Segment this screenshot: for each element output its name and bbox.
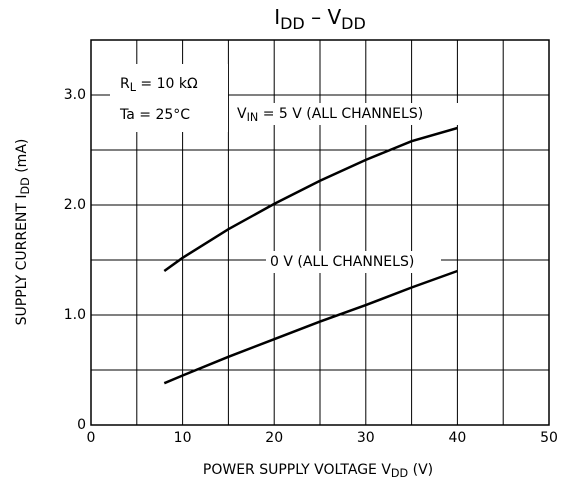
chart-title-part: – V bbox=[305, 5, 342, 29]
series-label-part: 0 V (ALL CHANNELS) bbox=[270, 254, 414, 270]
series-line bbox=[163, 269, 458, 385]
x-axis-label-part: POWER SUPPLY VOLTAGE V bbox=[203, 462, 391, 478]
chart-title: IDD – VDD bbox=[274, 5, 366, 33]
annotation-part: L bbox=[130, 81, 137, 94]
annotation-part: R bbox=[120, 76, 130, 92]
y-axis-label-part: (mA) bbox=[14, 139, 30, 178]
y-axis-label-part: SUPPLY CURRENT I bbox=[14, 194, 30, 325]
annotation: Ta = 25°C bbox=[119, 107, 190, 123]
y-tick-label: 0 bbox=[77, 417, 86, 433]
annotation-part: = 10 kΩ bbox=[136, 76, 198, 92]
x-axis-label-part: (V) bbox=[408, 462, 433, 478]
annotation: RL = 10 kΩ bbox=[120, 76, 198, 94]
y-axis-label: SUPPLY CURRENT IDD (mA) bbox=[14, 139, 32, 326]
series-label-part: = 5 V (ALL CHANNELS) bbox=[258, 106, 423, 122]
series-label-part: IN bbox=[247, 111, 259, 124]
x-tick-label: 10 bbox=[174, 430, 192, 446]
annotation-part: Ta = 25°C bbox=[119, 107, 190, 123]
x-axis-label-part: DD bbox=[391, 467, 408, 480]
series-line bbox=[163, 126, 458, 273]
chart-title-part: I bbox=[274, 5, 280, 29]
x-tick-label: 40 bbox=[448, 430, 466, 446]
x-axis-label: POWER SUPPLY VOLTAGE VDD (V) bbox=[203, 462, 433, 480]
chart-title-part: DD bbox=[341, 14, 366, 33]
annotation-box bbox=[110, 64, 228, 132]
series-label: VIN = 5 V (ALL CHANNELS) bbox=[237, 106, 423, 124]
series-label: 0 V (ALL CHANNELS) bbox=[270, 254, 414, 270]
plot-frame bbox=[90, 39, 550, 426]
x-tick-label: 20 bbox=[265, 430, 283, 446]
y-axis-label-part: DD bbox=[19, 177, 32, 194]
x-tick-label: 50 bbox=[540, 430, 558, 446]
series-label-part: V bbox=[237, 106, 247, 122]
chart-title-part: DD bbox=[280, 14, 305, 33]
x-tick-label: 30 bbox=[357, 430, 375, 446]
y-tick-label: 1.0 bbox=[64, 307, 86, 323]
x-tick-label: 0 bbox=[87, 430, 96, 446]
series-label-bg bbox=[233, 103, 495, 125]
y-tick-label: 2.0 bbox=[64, 197, 86, 213]
series-label-bg bbox=[266, 251, 441, 273]
y-tick-label: 3.0 bbox=[64, 87, 86, 103]
